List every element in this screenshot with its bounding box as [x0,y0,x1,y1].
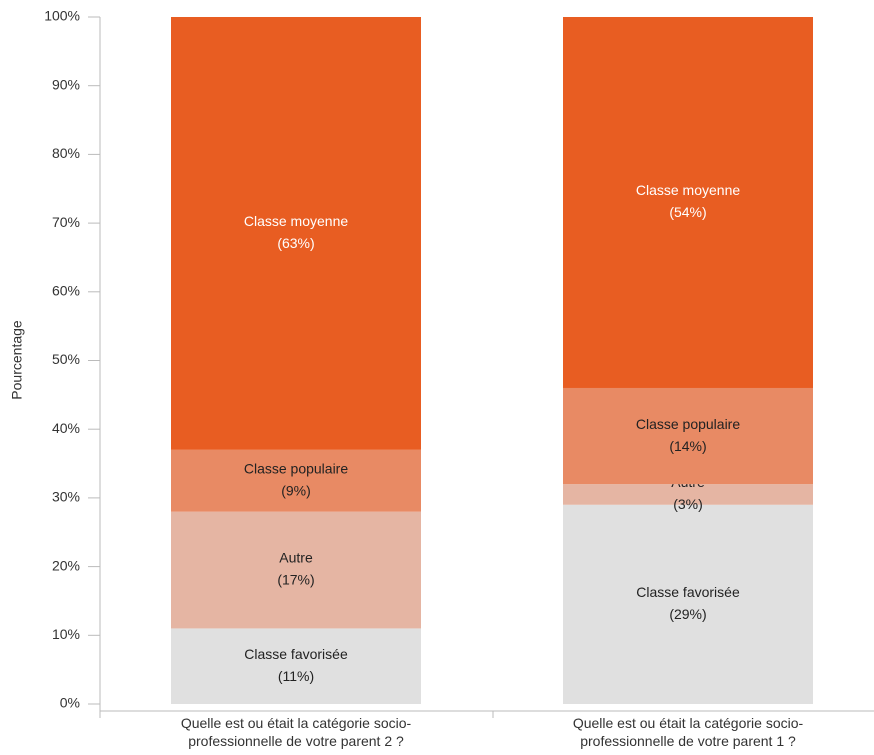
segment-name: Classe populaire [244,460,348,476]
bar-segment [563,17,813,388]
y-tick-label: 60% [52,283,80,299]
bar-segment [563,484,813,505]
y-tick-label: 50% [52,351,80,367]
y-tick-label: 70% [52,214,80,230]
value-label: (29%) [669,606,706,622]
x-tick-label: Quelle est ou était la catégorie socio-p… [572,715,804,749]
bar-segment [563,504,813,704]
segment-name: Classe populaire [636,416,740,432]
y-tick-label: 40% [52,420,80,436]
value-label: (3%) [673,496,703,512]
x-tick-label: Quelle est ou était la catégorie socio-p… [180,715,412,749]
segment-name: Classe favorisée [636,584,740,600]
bar-segment [171,511,421,629]
value-label: (14%) [669,438,706,454]
y-tick-label: 10% [52,626,80,642]
y-tick-label: 80% [52,145,80,161]
value-label: (63%) [277,235,314,251]
value-label: (54%) [669,204,706,220]
segment-name: Autre [279,550,313,566]
segment-name: Classe moyenne [244,213,348,229]
value-label: (9%) [281,482,311,498]
segment-name: Classe favorisée [244,646,348,662]
value-label: (11%) [278,668,314,684]
bar-segment [171,17,421,450]
value-label: (17%) [277,572,314,588]
segment-name: Classe moyenne [636,182,740,198]
bar-segment [171,449,421,512]
y-tick-label: 30% [52,489,80,505]
y-tick-label: 100% [44,8,80,24]
y-tick-label: 0% [60,695,80,711]
bar-segment [171,628,421,704]
y-tick-label: 20% [52,557,80,573]
bar-segment [563,387,813,485]
y-tick-label: 90% [52,76,80,92]
y-axis-label: Pourcentage [9,320,25,400]
